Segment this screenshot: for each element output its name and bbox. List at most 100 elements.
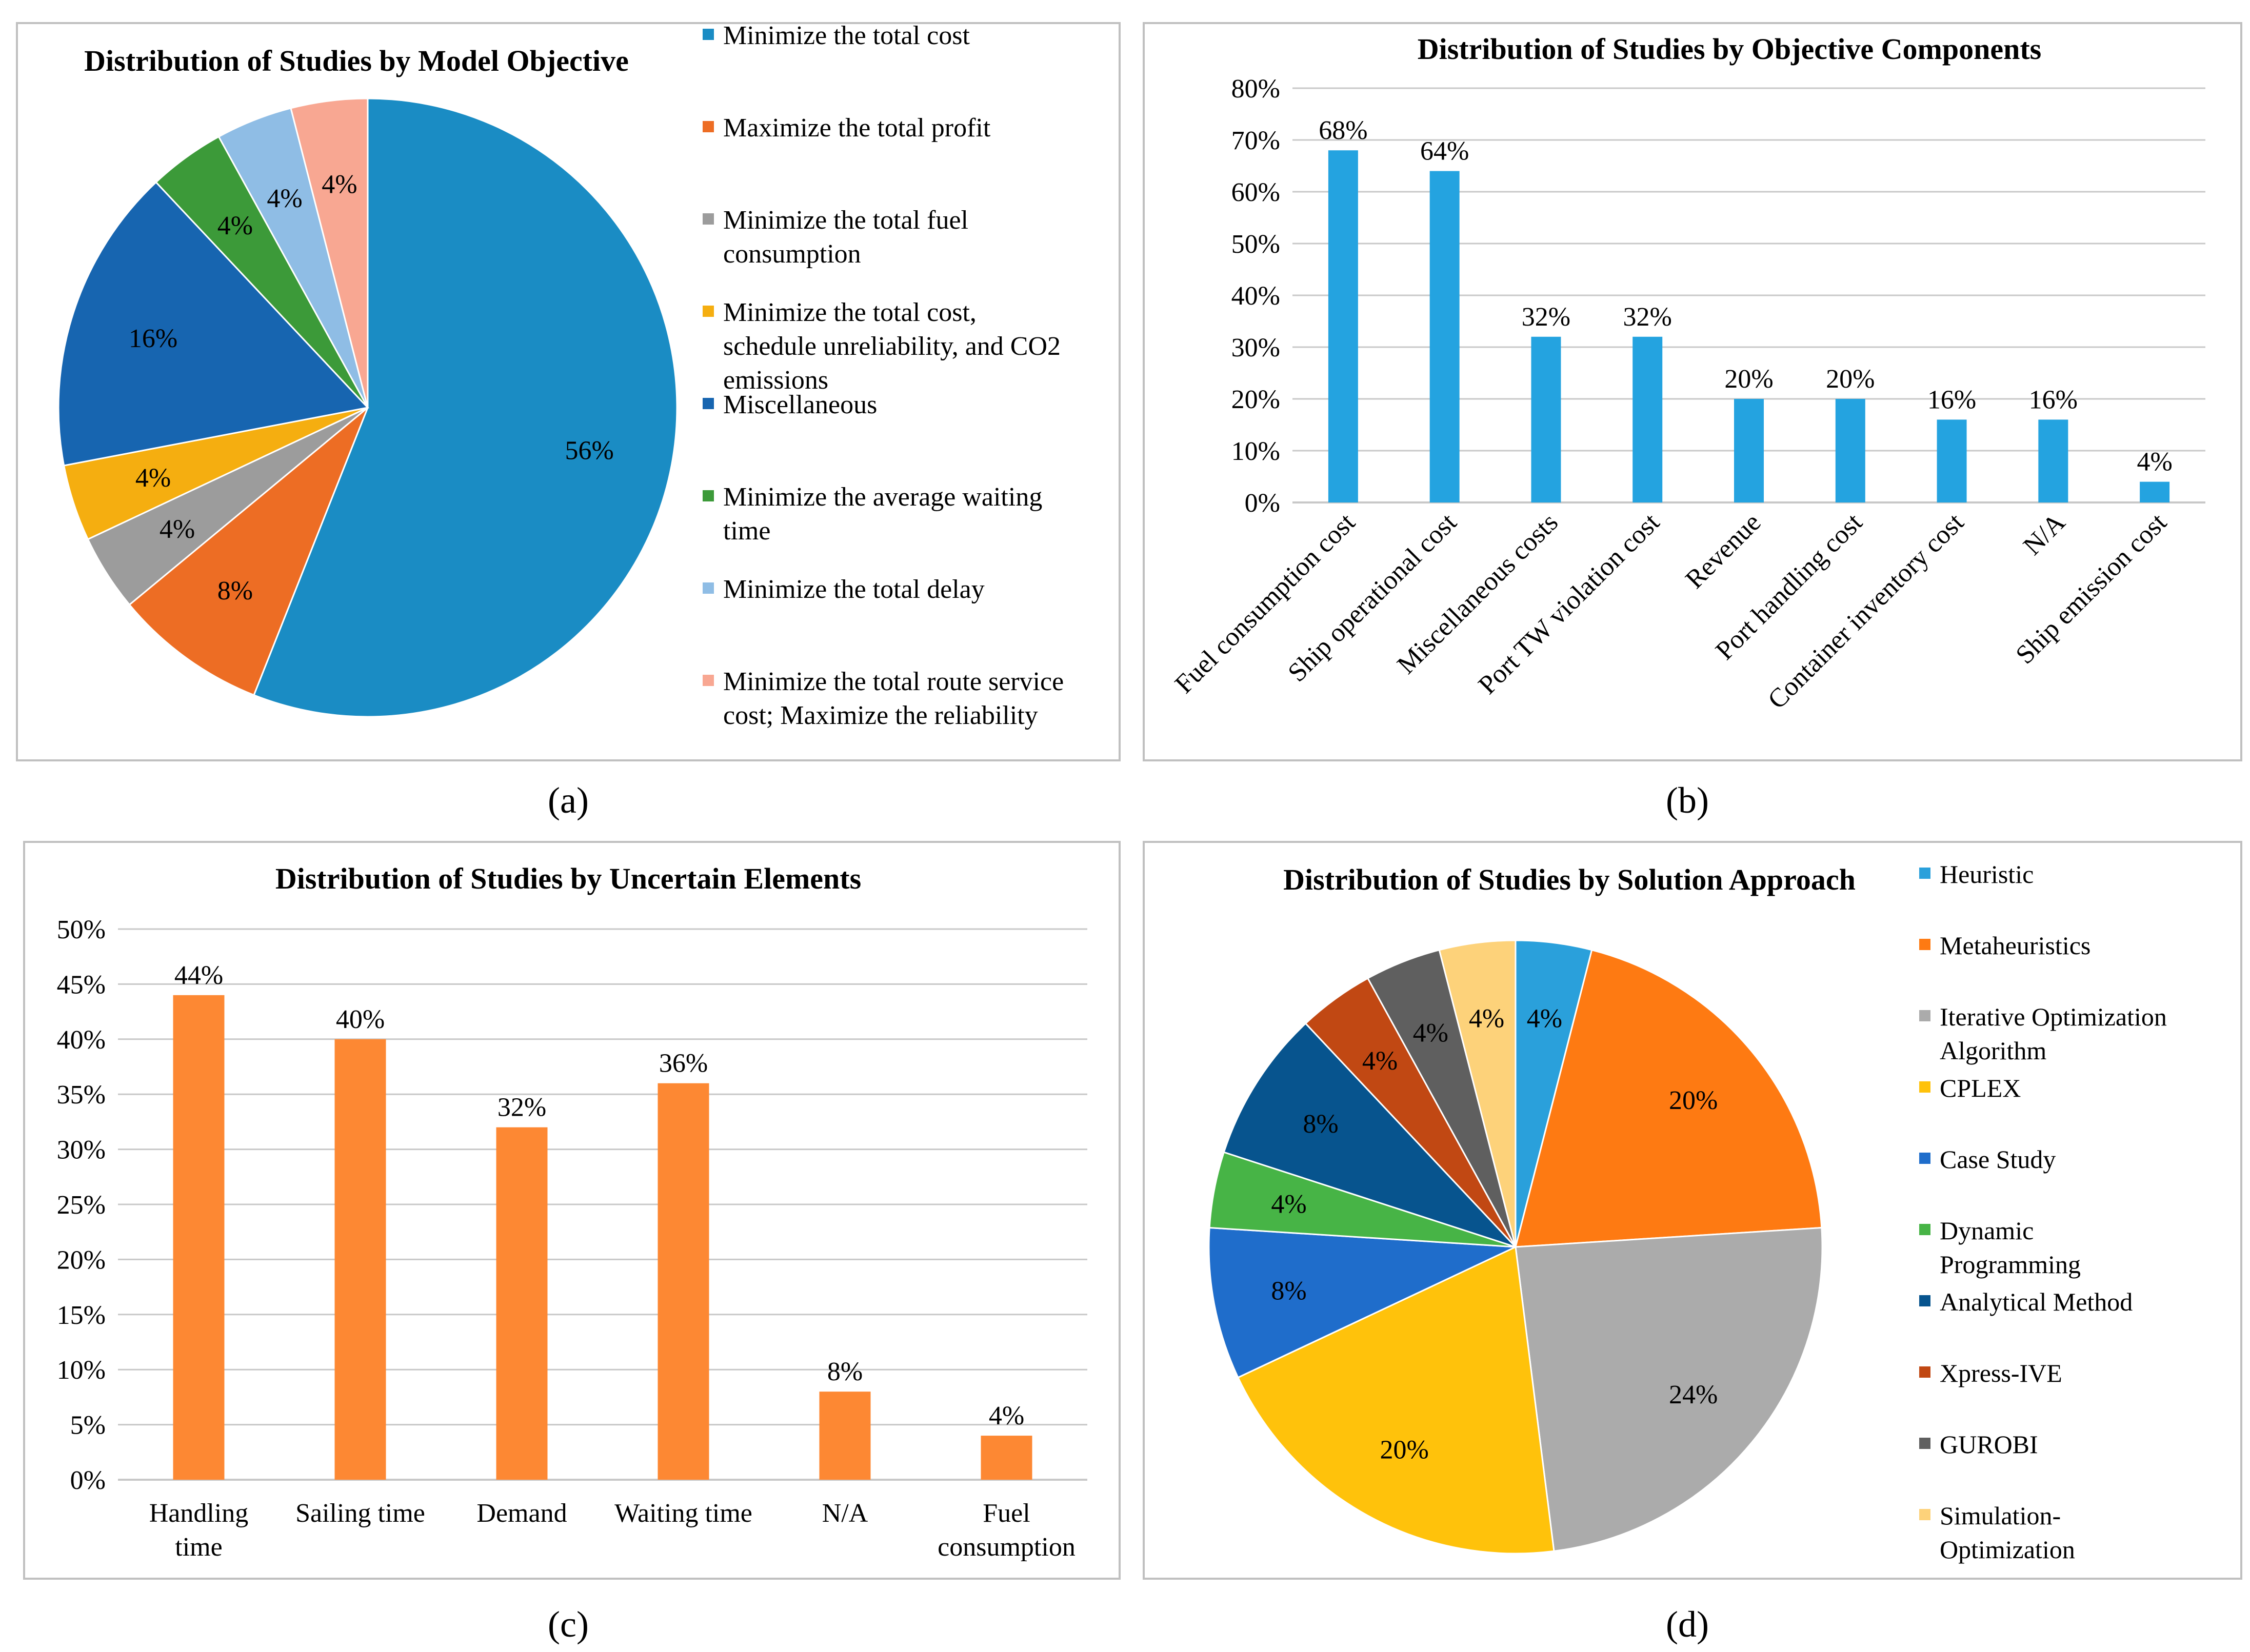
chart-c-x-tick-label: Waiting time — [614, 1499, 752, 1528]
chart-a-legend: Minimize the total cost Maximize the tota… — [703, 21, 1064, 730]
chart-d-legend-item-iterative-optimization-algorithm: Iterative Optimization Algorithm — [1919, 1002, 2167, 1065]
chart-b-y-tick-label: 80% — [1231, 74, 1280, 104]
chart-a-legend-swatch — [703, 582, 714, 594]
chart-a-legend-label: cost; Maximize the reliability — [723, 701, 1038, 730]
chart-a-legend-item-minimize-the-total-route-service-cost-maximize-the-reliability: Minimize the total route service cost; Ma… — [703, 667, 1064, 730]
chart-a-legend-swatch — [703, 121, 714, 132]
chart-d-legend-swatch — [1919, 1010, 1930, 1021]
chart-d-legend-swatch — [1919, 1438, 1930, 1449]
chart-d-slice-label: 4% — [1469, 1004, 1504, 1034]
chart-b-data-label: 16% — [1927, 385, 1976, 414]
chart-d-legend-swatch — [1919, 939, 1930, 950]
chart-d-legend-label: Metaheuristics — [1940, 931, 2090, 960]
chart-a-legend-swatch — [703, 306, 714, 317]
chart-d-legend-item-gurobi: GUROBI — [1919, 1430, 2038, 1459]
chart-c-x-tick-label: N/A — [822, 1499, 868, 1528]
chart-a-legend-label: emissions — [723, 366, 828, 395]
chart-a-legend-label: Minimize the total route service — [723, 667, 1064, 696]
chart-d-legend-label: CPLEX — [1940, 1074, 2021, 1102]
chart-d-legend-swatch — [1919, 1509, 1930, 1520]
chart-a-slice-minimize-the-total-route-service-cost-maximize-the-reliability — [290, 97, 369, 408]
chart-c-x-tick-label: Demand — [476, 1499, 567, 1528]
chart-c-x-tick-label: Handling time — [149, 1499, 249, 1562]
chart-c-data-label: 32% — [497, 1093, 546, 1122]
chart-a-slice-label: 4% — [160, 515, 195, 544]
chart-d-legend-label: Dynamic — [1940, 1216, 2034, 1245]
chart-b-bar-miscellaneous-costs — [1531, 336, 1561, 502]
chart-a-legend-swatch — [703, 213, 714, 225]
chart-a-legend-label: Minimize the total cost, — [723, 298, 977, 327]
chart-c-y-tick-label: 30% — [57, 1136, 106, 1165]
chart-a-legend-label: schedule unreliability, and CO2 — [723, 332, 1061, 361]
chart-b-bar-n-a — [2038, 419, 2068, 502]
chart-d-legend-swatch — [1919, 1366, 1930, 1378]
chart-b-y-tick-label: 10% — [1231, 437, 1280, 466]
chart-d-slice-iterative-optimization-algorithm — [1515, 1226, 1823, 1552]
chart-d-legend-item-dynamic-programming: Dynamic Programming — [1919, 1216, 2081, 1279]
chart-d-pie: 4% 20% 24% 20% 8% 4% 8% 4% 4% 4% — [1208, 939, 1823, 1555]
chart-c-x-tick-label: Fuel consumption — [938, 1499, 1076, 1562]
chart-d-slice-label: 24% — [1669, 1380, 1718, 1409]
chart-d-legend-label: Heuristic — [1940, 860, 2034, 889]
chart-d-legend-swatch — [1919, 1295, 1930, 1306]
chart-b-y-tick-label: 60% — [1231, 178, 1280, 207]
chart-c-y-tick-label: 45% — [57, 970, 106, 999]
chart-a-slice-miscellaneous — [57, 181, 369, 467]
chart-d-slice-label: 4% — [1413, 1019, 1448, 1048]
chart-b-bar-fuel-consumption-cost — [1328, 150, 1358, 502]
chart-b-bar-port-tw-violation-cost — [1632, 336, 1663, 502]
chart-d-legend-label: GUROBI — [1940, 1430, 2038, 1459]
chart-b-data-label: 16% — [2029, 385, 2078, 414]
chart-d-legend-label: Programming — [1940, 1250, 2081, 1279]
chart-c-bar-demand — [496, 1127, 548, 1480]
chart-c-bar-handling-time — [173, 995, 225, 1480]
chart-a-legend-item-minimize-the-total-cost: Minimize the total cost — [703, 21, 970, 50]
chart-a-legend-label: Maximize the total profit — [723, 113, 991, 143]
chart-b-data-label: 68% — [1319, 116, 1367, 145]
chart-a-legend-item-miscellaneous: Miscellaneous — [703, 390, 877, 419]
chart-c-data-label: 44% — [174, 961, 223, 990]
chart-b-data-label: 20% — [1826, 365, 1875, 394]
chart-b-y-tick-label: 30% — [1231, 333, 1280, 362]
chart-a-slice-minimize-the-total-cost — [253, 97, 678, 718]
chart-b-bar-port-handling-cost — [1835, 399, 1865, 502]
chart-d-legend-swatch — [1919, 868, 1930, 879]
chart-b-bar-ship-operational-cost — [1429, 171, 1460, 503]
chart-c-data-label: 40% — [336, 1005, 385, 1034]
chart-d-slice-label: 20% — [1380, 1435, 1429, 1464]
chart-d-slice-simulation-optimization — [1438, 939, 1517, 1247]
chart-c-title: Distribution of Studies by Uncertain Ele… — [275, 862, 861, 895]
chart-c-bar-fuel-consumption — [981, 1436, 1032, 1480]
chart-d-legend-item-simulation-optimization: Simulation- Optimization — [1919, 1501, 2075, 1564]
chart-b-data-label: 20% — [1724, 365, 1773, 394]
chart-c-data-label: 8% — [827, 1357, 863, 1386]
chart-c-y-tick-label: 35% — [57, 1080, 106, 1110]
chart-d-slice-label: 8% — [1271, 1276, 1306, 1305]
chart-d-slice-metaheuristics — [1515, 949, 1823, 1248]
chart-d-title: Distribution of Studies by Solution Appr… — [1283, 863, 1856, 896]
chart-d-legend-label: Xpress-IVE — [1940, 1359, 2062, 1387]
chart-a-legend-item-minimize-the-average-waiting-time: Minimize the average waiting time — [703, 482, 1042, 546]
panel-label-a: (a) — [548, 780, 589, 821]
chart-a-legend-swatch — [703, 398, 714, 409]
chart-a-legend-label: time — [723, 516, 770, 546]
chart-c-y-tick-label: 50% — [57, 915, 106, 944]
chart-a-legend-item-maximize-the-total-profit: Maximize the total profit — [703, 113, 991, 143]
chart-b-bar-ship-emission-cost — [2140, 481, 2170, 502]
chart-c-y-tick-label: 40% — [57, 1025, 106, 1055]
chart-d-legend-label: Simulation- — [1940, 1501, 2061, 1530]
panel-b-frame — [1143, 22, 2242, 761]
chart-a-slice-label: 4% — [267, 184, 302, 213]
chart-a-legend-label: Minimize the average waiting — [723, 482, 1042, 512]
chart-a-legend-label: Miscellaneous — [723, 390, 877, 419]
chart-d-legend-swatch — [1919, 1224, 1930, 1235]
chart-b-data-label: 32% — [1522, 303, 1570, 332]
chart-c-y-tick-label: 10% — [57, 1356, 106, 1385]
chart-a-legend-label: Minimize the total cost — [723, 21, 970, 50]
chart-a-slice-label: 16% — [129, 324, 177, 353]
chart-d-legend: Heuristic Metaheuristics Iterative Optimiz… — [1919, 860, 2167, 1564]
chart-a-legend-label: Minimize the total fuel — [723, 206, 968, 235]
chart-c-y-tick-label: 5% — [70, 1411, 106, 1440]
chart-d-slice-label: 4% — [1527, 1004, 1562, 1034]
